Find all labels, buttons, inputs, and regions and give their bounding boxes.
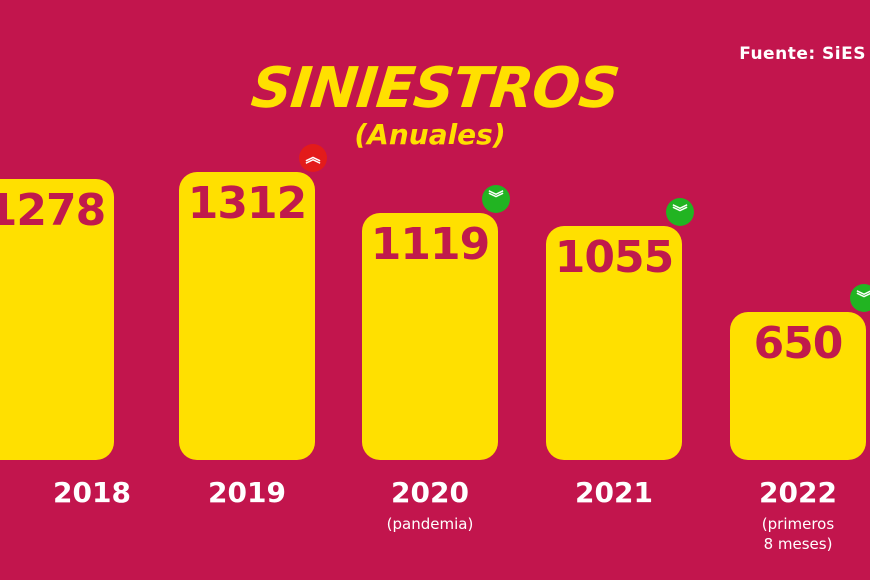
value-label: 1055 — [554, 232, 674, 284]
year-label: 2019 — [208, 476, 286, 509]
double-chevron-down-icon: ︾ — [850, 284, 870, 313]
year-note: (pandemia) — [386, 515, 474, 533]
bar-2020: 1119 — [362, 212, 498, 460]
value-label: 1278 — [0, 185, 106, 237]
bar-2021: 1055 — [546, 226, 682, 460]
bar-2022: 650 — [730, 312, 866, 460]
value-label: 1119 — [370, 218, 490, 270]
bar-2018: 1278 — [0, 179, 114, 460]
value-label: 1312 — [187, 177, 307, 229]
year-label: 2020 — [391, 476, 469, 509]
double-chevron-down-icon: ︾ — [482, 184, 510, 213]
chart-subtitle: (Anuales) — [354, 118, 506, 151]
double-chevron-up-icon: ︽ — [299, 143, 327, 172]
bar-2019: 1312 — [179, 171, 315, 460]
value-label: 650 — [753, 318, 844, 370]
year-label: 2021 — [575, 476, 653, 509]
year-label: 2018 — [53, 476, 131, 509]
source-label: Fuente: SiES — [739, 44, 866, 64]
year-label: 2022 — [759, 476, 837, 509]
year-note: (primeros 8 meses) — [761, 515, 835, 553]
chart-title: SINIESTROS — [248, 56, 622, 121]
double-chevron-down-icon: ︾ — [666, 198, 694, 227]
